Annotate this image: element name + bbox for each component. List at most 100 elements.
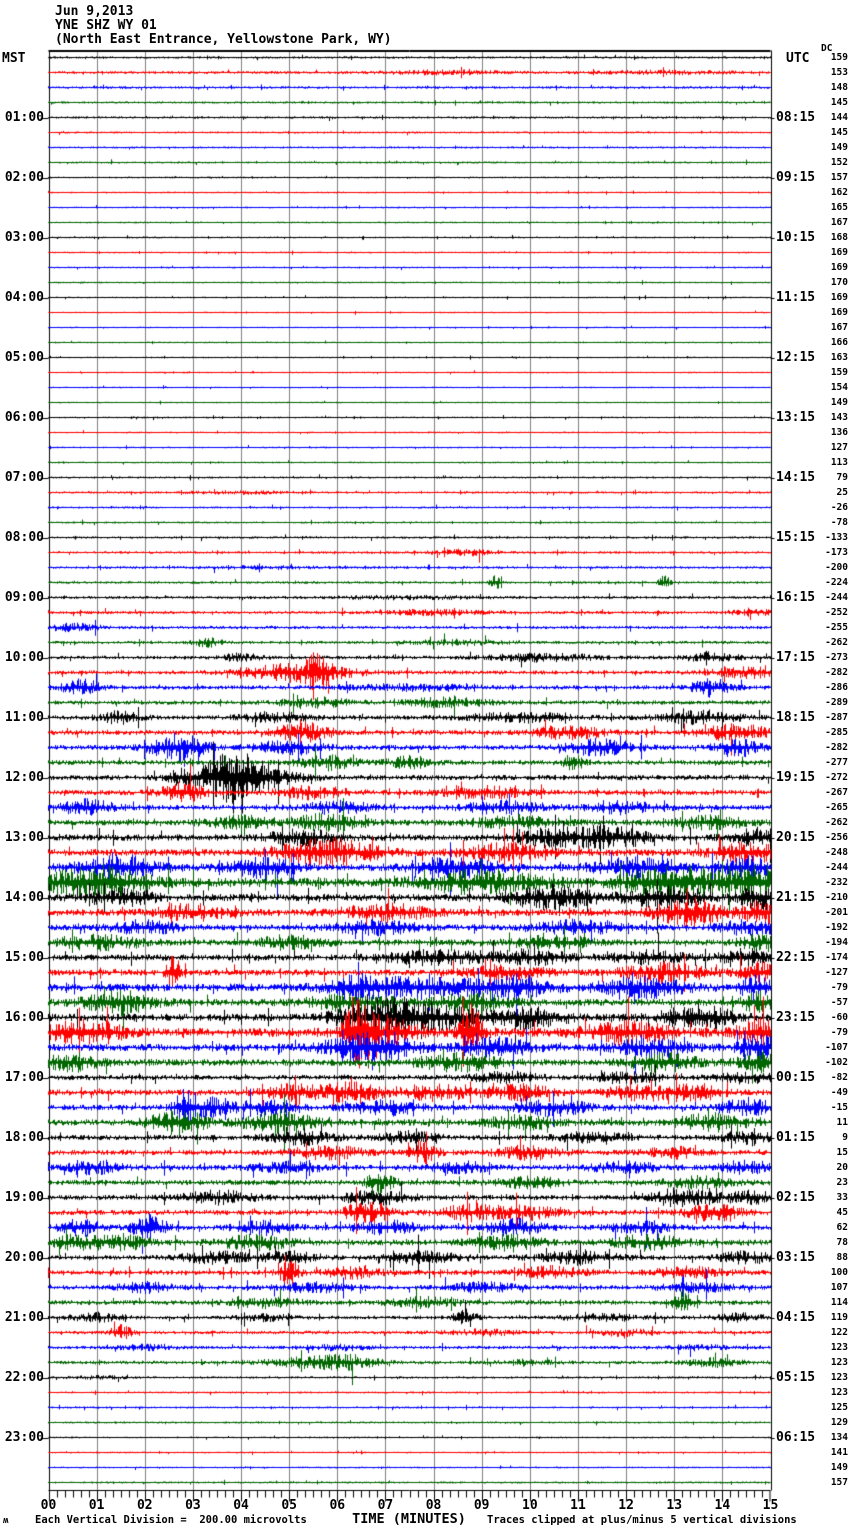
mst-hour-label: 14:00 — [4, 889, 44, 905]
x-tick-label: 11 — [570, 1498, 586, 1513]
utc-hour-label: 16:15 — [776, 589, 816, 605]
dc-offset-value: 149 — [830, 142, 848, 153]
dc-offset-value: 123 — [830, 1342, 848, 1353]
dc-offset-value: -232 — [825, 877, 848, 888]
dc-offset-value: -256 — [825, 832, 848, 843]
dc-offset-value: 123 — [830, 1357, 848, 1368]
dc-offset-value: 119 — [830, 1312, 848, 1323]
dc-offset-value: -201 — [825, 907, 848, 918]
dc-offset-value: -286 — [825, 682, 848, 693]
clip-note: Traces clipped at plus/minus 5 vertical … — [487, 1514, 797, 1526]
mst-hour-label: 03:00 — [4, 229, 44, 245]
dc-offset-value: -194 — [825, 937, 848, 948]
dc-offset-value: -192 — [825, 922, 848, 933]
dc-offset-value: 134 — [830, 1432, 848, 1443]
x-tick-label: 00 — [40, 1498, 57, 1513]
dc-offset-value: 168 — [830, 232, 848, 243]
x-axis-title: TIME (MINUTES) — [352, 1511, 466, 1527]
x-tick-label: 09 — [473, 1498, 490, 1513]
dc-offset-value: 157 — [830, 1477, 848, 1488]
utc-hour-label: 19:15 — [776, 769, 816, 785]
dc-offset-value: -289 — [825, 697, 848, 708]
dc-offset-value: -26 — [830, 502, 848, 513]
dc-offset-value: 127 — [830, 442, 848, 453]
mst-hour-label: 08:00 — [4, 529, 44, 545]
dc-offset-value: 123 — [830, 1372, 848, 1383]
dc-offset-value: 88 — [836, 1252, 848, 1263]
left-timezone-label: MST — [2, 51, 26, 66]
dc-offset-value: 129 — [830, 1417, 848, 1428]
utc-hour-label: 01:15 — [776, 1129, 816, 1145]
dc-offset-value: 62 — [836, 1222, 848, 1233]
x-tick-label: 07 — [377, 1498, 394, 1513]
dc-offset-value: -282 — [825, 667, 848, 678]
x-tick-label: 13 — [666, 1498, 683, 1513]
mst-hour-label: 04:00 — [4, 289, 44, 305]
utc-hour-label: 00:15 — [776, 1069, 816, 1085]
mst-hour-label: 11:00 — [4, 709, 44, 725]
dc-offset-value: -78 — [830, 517, 848, 528]
dc-offset-value: 154 — [830, 382, 848, 393]
dc-offset-value: 79 — [836, 472, 848, 483]
dc-offset-value: -60 — [830, 1012, 848, 1023]
utc-hour-label: 05:15 — [776, 1369, 816, 1385]
dc-offset-value: 149 — [830, 397, 848, 408]
dc-offset-value: 163 — [830, 352, 848, 363]
dc-offset-value: 20 — [836, 1162, 848, 1173]
dc-offset-value: -277 — [825, 757, 848, 768]
dc-offset-value: 149 — [830, 1462, 848, 1473]
utc-hour-label: 22:15 — [776, 949, 816, 965]
dc-offset-value: -79 — [830, 1027, 848, 1038]
dc-offset-value: -244 — [825, 862, 848, 873]
dc-offset-value: 169 — [830, 292, 848, 303]
dc-offset-value: 45 — [836, 1207, 848, 1218]
utc-hour-label: 15:15 — [776, 529, 816, 545]
dc-offset-value: 169 — [830, 262, 848, 273]
dc-offset-value: 159 — [830, 367, 848, 378]
dc-offset-value: 23 — [836, 1177, 848, 1188]
dc-offset-value: -224 — [825, 577, 848, 588]
utc-hour-label: 06:15 — [776, 1429, 816, 1445]
utc-hour-label: 02:15 — [776, 1189, 816, 1205]
utc-hour-label: 09:15 — [776, 169, 816, 185]
mst-hour-label: 07:00 — [4, 469, 44, 485]
x-tick-label: 10 — [522, 1498, 538, 1513]
dc-offset-value: -174 — [825, 952, 848, 963]
dc-offset-value: 113 — [830, 457, 848, 468]
mst-hour-label: 20:00 — [4, 1249, 44, 1265]
mst-hour-label: 13:00 — [4, 829, 44, 845]
dc-offset-value: -200 — [825, 562, 848, 573]
x-tick-label: 06 — [329, 1498, 346, 1513]
dc-offset-value: 78 — [836, 1237, 848, 1248]
dc-offset-value: -15 — [830, 1102, 848, 1113]
utc-hour-label: 12:15 — [776, 349, 816, 365]
x-tick-label: 08 — [425, 1498, 442, 1513]
mst-hour-label: 09:00 — [4, 589, 44, 605]
dc-offset-value: -82 — [830, 1072, 848, 1083]
header-location: (North East Entrance, Yellowstone Park, … — [55, 32, 392, 47]
utc-hour-label: 08:15 — [776, 109, 816, 125]
utc-hour-label: 17:15 — [776, 649, 816, 665]
dc-offset-value: 162 — [830, 187, 848, 198]
dc-offset-value: 169 — [830, 307, 848, 318]
header-station: YNE SHZ WY 01 — [55, 18, 157, 33]
x-tick-label: 01 — [88, 1498, 105, 1513]
dc-offset-value: -262 — [825, 637, 848, 648]
dc-offset-value: -244 — [825, 592, 848, 603]
dc-offset-value: 144 — [830, 112, 848, 123]
dc-offset-value: 141 — [830, 1447, 848, 1458]
dc-offset-value: 123 — [830, 1387, 848, 1398]
right-timezone-label: UTC — [786, 51, 810, 66]
x-tick-label: 14 — [714, 1498, 731, 1513]
mst-hour-label: 01:00 — [4, 109, 44, 125]
dc-offset-value: 148 — [830, 82, 848, 93]
utc-hour-label: 20:15 — [776, 829, 816, 845]
mst-hour-label: 17:00 — [4, 1069, 44, 1085]
dc-offset-value: -79 — [830, 982, 848, 993]
dc-offset-value: 169 — [830, 247, 848, 258]
dc-offset-value: -173 — [825, 547, 848, 558]
x-tick-label: 03 — [185, 1498, 201, 1513]
mst-hour-label: 05:00 — [4, 349, 44, 365]
utc-hour-label: 13:15 — [776, 409, 816, 425]
dc-offset-value: 152 — [830, 157, 848, 168]
